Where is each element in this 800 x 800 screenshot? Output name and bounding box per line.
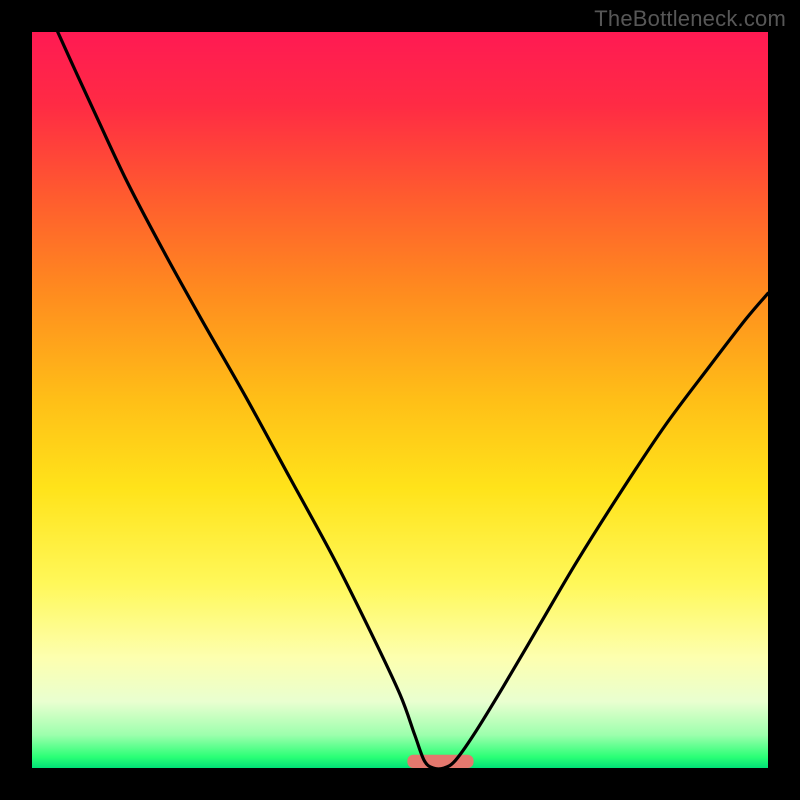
bottleneck-marker xyxy=(407,755,473,768)
chart-plot-area xyxy=(32,32,768,768)
watermark-text: TheBottleneck.com xyxy=(594,6,786,32)
gradient-background xyxy=(32,32,768,768)
chart-svg xyxy=(32,32,768,768)
chart-frame: TheBottleneck.com xyxy=(0,0,800,800)
